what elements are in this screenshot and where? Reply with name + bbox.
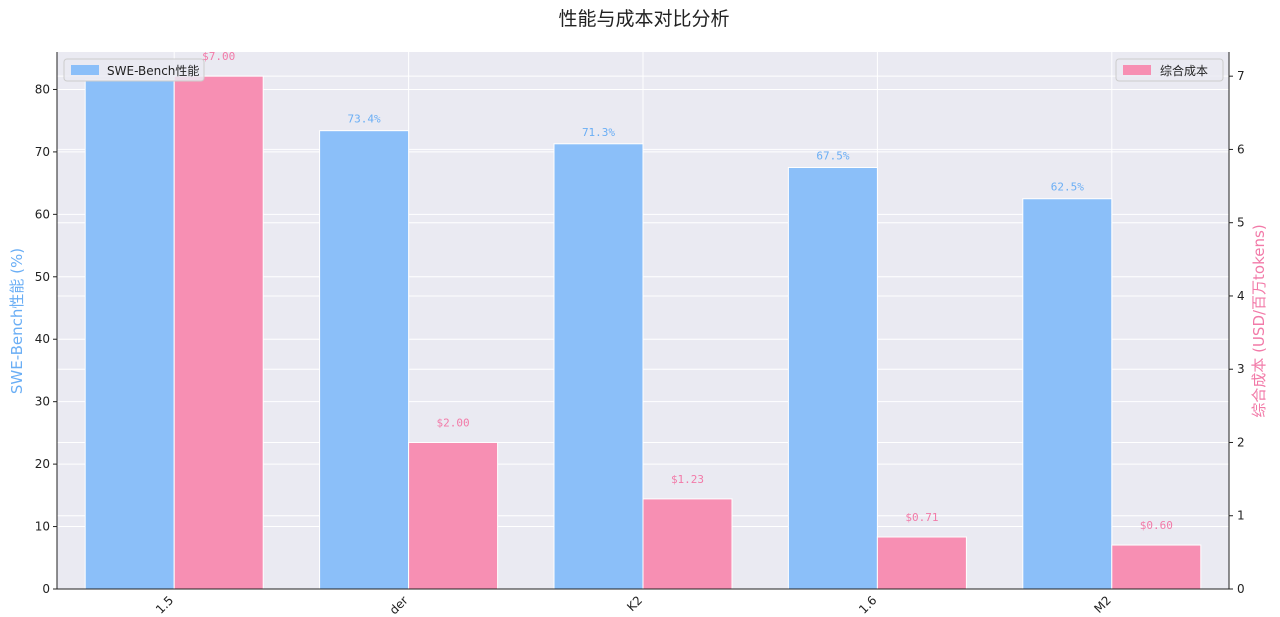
bars — [84, 75, 1202, 590]
legend-left-swatch — [71, 65, 99, 75]
x-tick-label: K2 — [624, 593, 645, 614]
bar-swe-bench — [84, 79, 175, 590]
data-label-cost: $0.71 — [905, 511, 938, 524]
bar-cost — [876, 536, 967, 590]
x-tick-label: M2 — [1091, 593, 1114, 616]
data-label-swe-bench: 67.5% — [816, 150, 849, 163]
bar-cost — [1111, 544, 1202, 590]
data-label-cost: $2.00 — [437, 416, 470, 429]
tick-label-left: 0 — [42, 582, 50, 596]
tick-label-left: 20 — [35, 457, 50, 471]
legend-left-box — [63, 58, 205, 82]
bar-cost — [173, 75, 264, 590]
tick-label-left: 40 — [35, 332, 50, 346]
tick-label-right: 1 — [1237, 509, 1245, 523]
tick-label-right: 5 — [1237, 216, 1245, 230]
bar-cost — [408, 441, 499, 590]
tick-label-right: 6 — [1237, 142, 1245, 156]
bar-swe-bench — [1022, 198, 1113, 590]
data-label-swe-bench: 71.3% — [582, 126, 615, 139]
legend-right-box — [1115, 58, 1224, 82]
data-labels: $7.00 73.4% $2.00 71.3% $1.23 67.5% $0.71 62.5%… — [202, 50, 1173, 532]
tick-label-left: 50 — [35, 270, 50, 284]
chart-title: 性能与成本对比分析 — [558, 8, 729, 30]
bar-swe-bench — [787, 167, 878, 590]
legend-left: SWE-Bench性能 — [63, 58, 205, 82]
bar-cost — [642, 498, 733, 590]
tick-label-right: 2 — [1237, 435, 1245, 449]
x-tick-label: 1.5 — [153, 593, 176, 616]
data-label-cost: $0.60 — [1140, 519, 1173, 532]
data-label-cost: $7.00 — [202, 50, 235, 63]
tick-label-left: 10 — [35, 520, 50, 534]
bar-swe-bench — [553, 143, 644, 590]
legend-left-label: SWE-Bench性能 — [107, 64, 199, 78]
tick-label-left: 70 — [35, 145, 50, 159]
legend-right-label: 综合成本 — [1160, 63, 1208, 78]
tick-label-right: 3 — [1237, 362, 1245, 376]
legend-right-swatch — [1123, 65, 1151, 75]
data-label-swe-bench: 73.4% — [348, 113, 381, 126]
y-axis-label-right: 综合成本 (USD/百万tokens) — [1250, 224, 1268, 417]
tick-label-right: 7 — [1237, 69, 1245, 83]
tick-label-left: 80 — [35, 82, 50, 96]
x-tick-label: der — [387, 593, 411, 617]
tick-label-right: 4 — [1237, 289, 1245, 303]
data-label-swe-bench: 62.5% — [1051, 181, 1084, 194]
y-axis-label-left: SWE-Bench性能 (%) — [8, 248, 26, 394]
tick-label-right: 0 — [1237, 582, 1245, 596]
tick-label-left: 60 — [35, 207, 50, 221]
x-tick-label: 1.6 — [856, 593, 879, 616]
legend-right: 综合成本 — [1115, 58, 1224, 82]
data-label-cost: $1.23 — [671, 473, 704, 486]
tick-label-left: 30 — [35, 395, 50, 409]
bar-swe-bench — [319, 130, 410, 590]
